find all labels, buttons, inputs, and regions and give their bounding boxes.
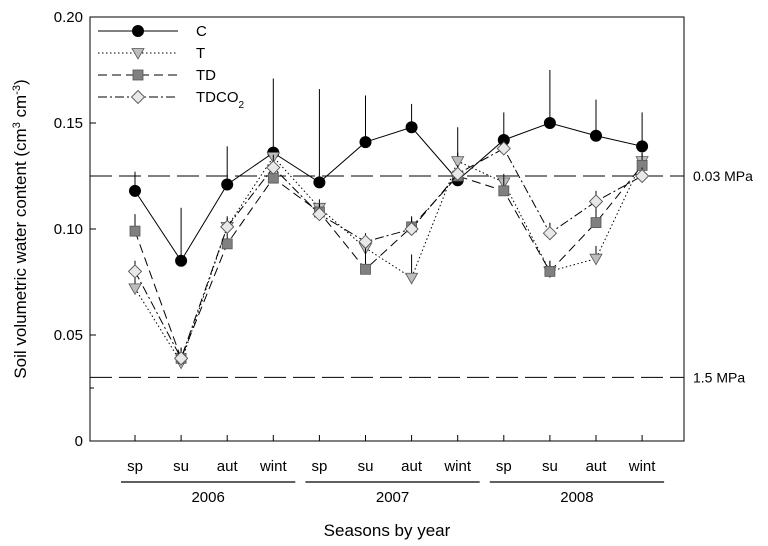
data-point	[220, 219, 235, 235]
legend-marker	[132, 69, 144, 81]
legend-label: TDCO2	[196, 89, 245, 111]
legend: CT TD TDCO2	[98, 23, 245, 111]
y-tick-label: 0	[75, 433, 83, 450]
y-tick-label: 0.05	[54, 327, 83, 344]
data-point	[173, 351, 189, 366]
data-point	[590, 129, 602, 142]
data-point	[359, 136, 372, 149]
series-t	[128, 148, 649, 370]
x-tick-label: aut	[401, 458, 423, 475]
series-line	[134, 122, 643, 262]
data-point	[542, 226, 558, 241]
data-point	[358, 234, 373, 249]
data-point	[221, 238, 233, 250]
legend-marker	[131, 48, 145, 60]
year-label: 2006	[191, 489, 224, 506]
x-axis-title: Seasons by year	[324, 521, 451, 540]
data-point	[129, 184, 141, 197]
x-tick-label: su	[542, 458, 558, 475]
data-point	[634, 168, 650, 184]
legend-label: C	[196, 23, 207, 40]
data-point	[544, 265, 556, 277]
data-point	[588, 194, 604, 209]
data-point	[266, 160, 281, 175]
legend-label: TD	[196, 67, 216, 84]
y-tick-label: 0.20	[54, 9, 83, 26]
reference-label: 0.03 MPa	[693, 168, 753, 184]
y-axis: 0 0.05 0.10 0.15 0.20	[54, 9, 96, 450]
x-tick-label: aut	[586, 458, 608, 475]
year-label: 2007	[376, 489, 409, 506]
data-point	[404, 221, 419, 237]
legend-marker	[132, 25, 144, 37]
data-point	[405, 121, 418, 134]
x-tick-label: wint	[443, 458, 472, 475]
x-tick-label: su	[358, 458, 374, 475]
data-point	[127, 264, 143, 279]
x-tick-label: aut	[217, 458, 239, 475]
data-point	[128, 283, 142, 296]
data-point	[313, 176, 326, 189]
x-tick-label: wint	[628, 458, 657, 475]
data-point	[543, 117, 556, 129]
year-label: 2008	[560, 489, 593, 506]
series-tdco2	[127, 139, 650, 366]
data-point	[360, 263, 371, 275]
legend-label: T	[196, 45, 205, 62]
data-point	[498, 185, 510, 197]
series-layer	[127, 70, 650, 370]
data-point	[589, 253, 603, 266]
series-line	[134, 165, 643, 360]
data-point	[451, 156, 465, 168]
data-point	[221, 178, 234, 191]
series-c	[129, 70, 649, 267]
y-tick-label: 0.15	[54, 115, 83, 132]
x-tick-label: sp	[127, 458, 143, 475]
x-tick-label: sp	[496, 458, 512, 475]
series-td	[129, 152, 648, 364]
series-line	[134, 147, 643, 360]
x-tick-label: su	[173, 458, 189, 475]
x-axis: sp su aut wint sp su aut wint sp su aut wint 2006 200…	[121, 435, 665, 506]
x-tick-label: wint	[259, 458, 288, 475]
series-line	[134, 156, 643, 364]
data-point	[312, 207, 327, 222]
data-point	[590, 217, 602, 229]
data-point	[175, 254, 188, 267]
data-point	[450, 166, 465, 182]
data-point	[404, 272, 419, 285]
reference-label: 1.5 MPa	[693, 369, 745, 385]
data-point	[636, 140, 649, 153]
x-tick-label: sp	[311, 458, 327, 475]
y-axis-title: Soil volumetric water content (cm3 cm-3)	[11, 79, 30, 378]
y-tick-label: 0.10	[54, 221, 83, 238]
legend-marker	[130, 89, 146, 105]
data-point	[129, 225, 141, 237]
data-point	[496, 141, 511, 156]
reference-lines: 0.03 MPa 1.5 MPa	[90, 168, 753, 385]
